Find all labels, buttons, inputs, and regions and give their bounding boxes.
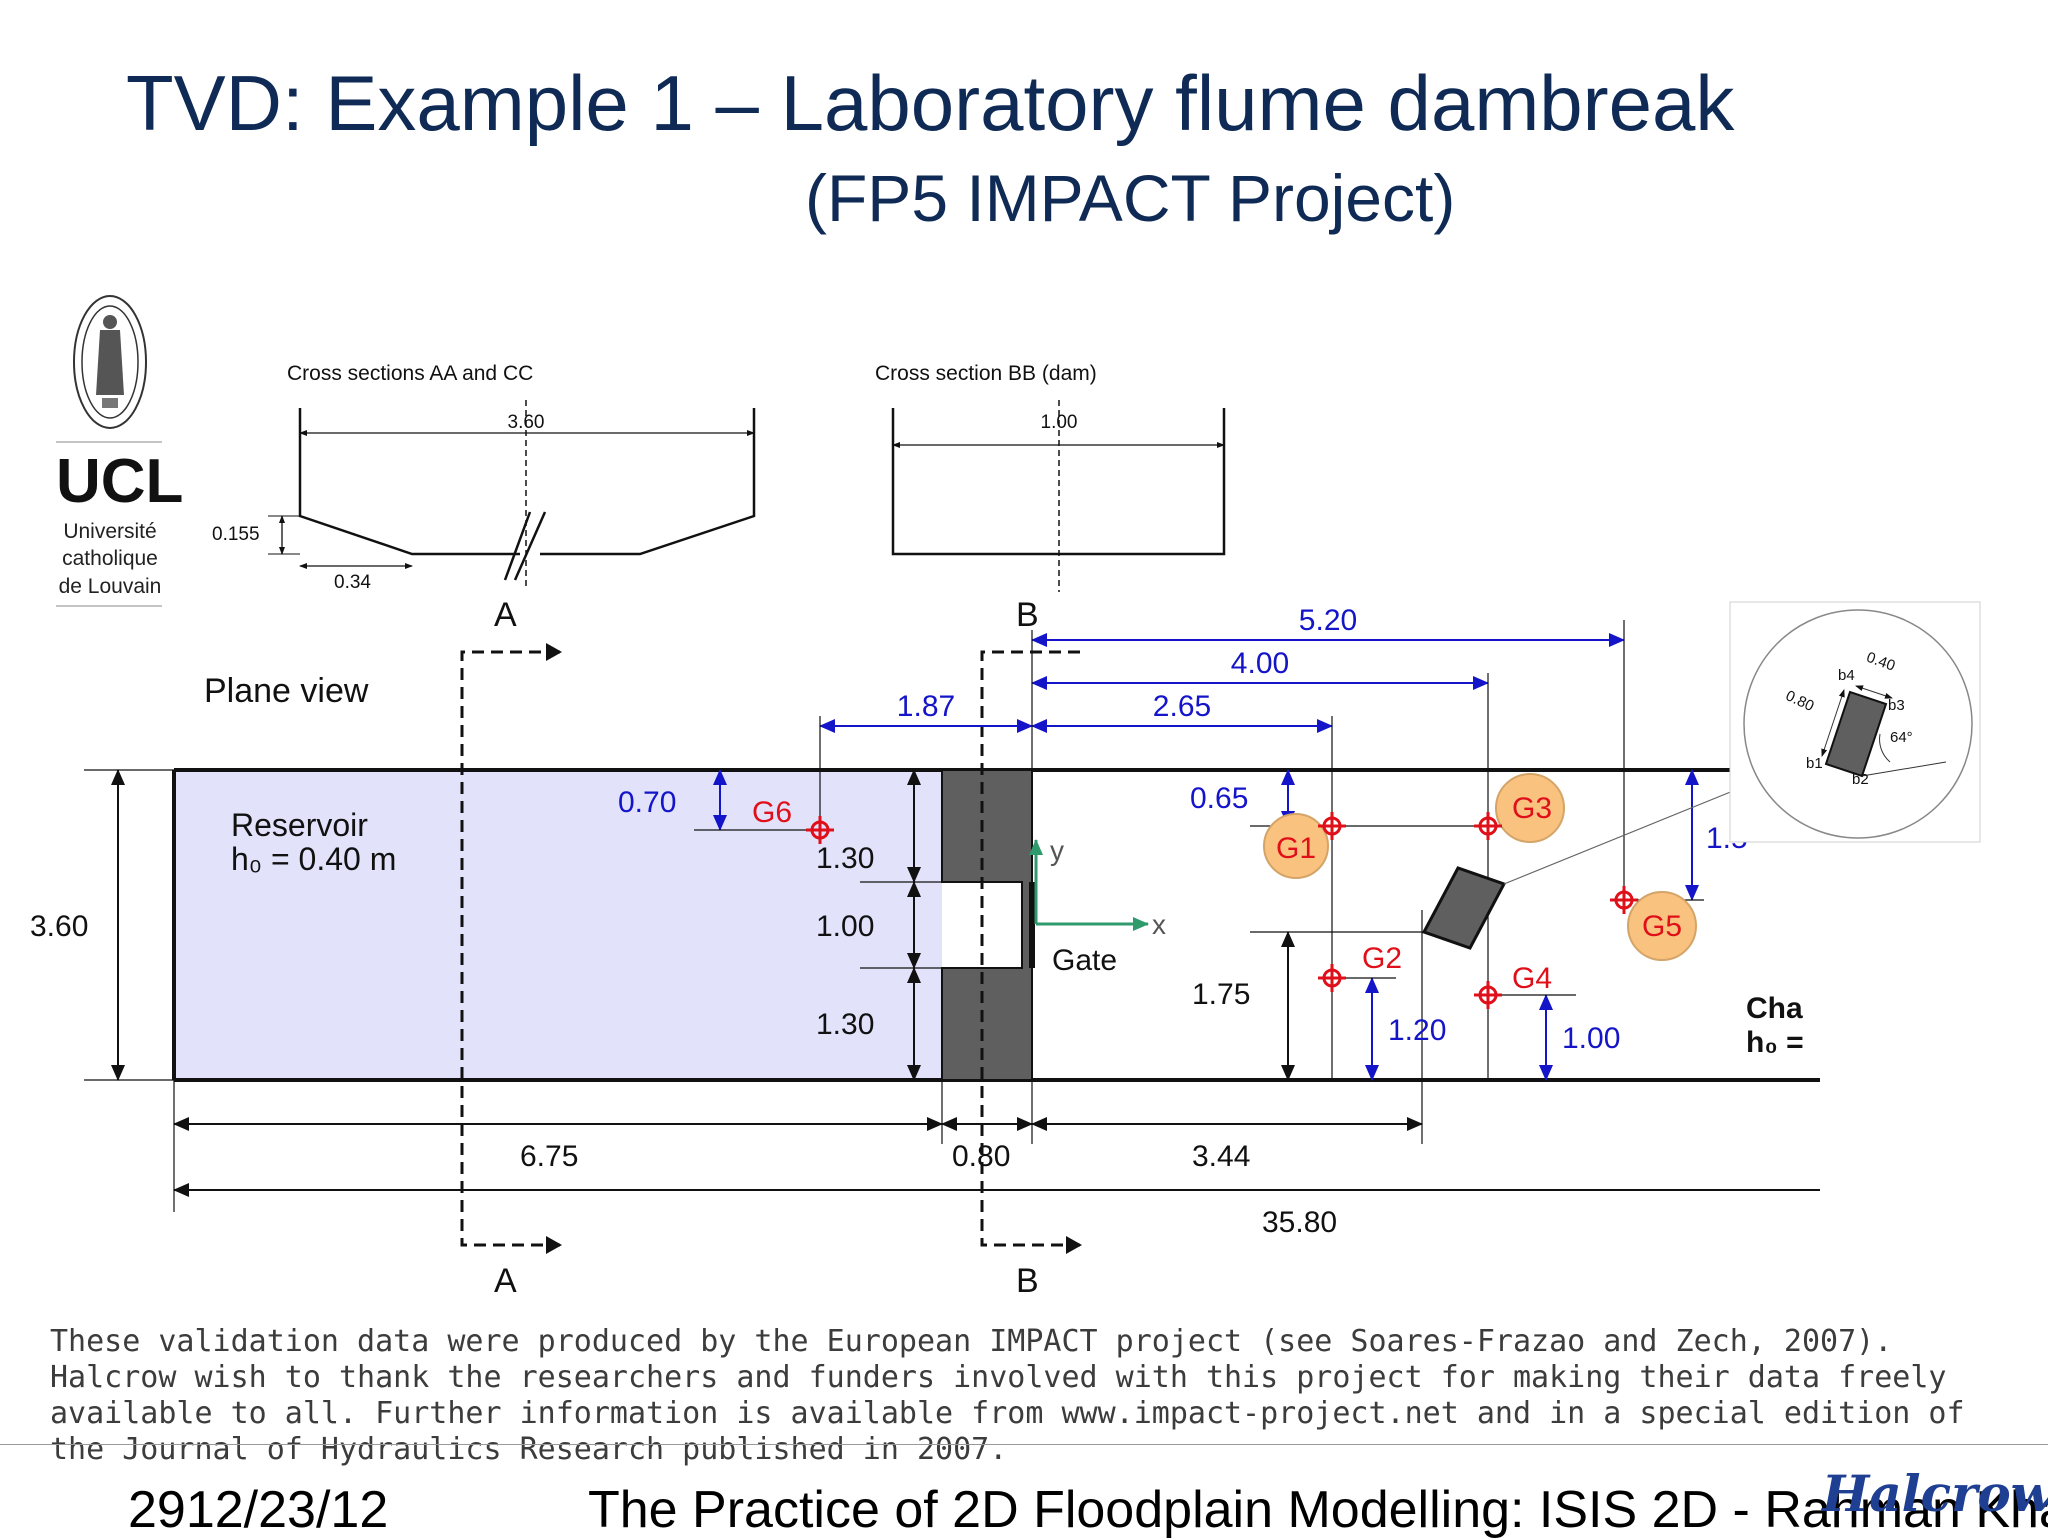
- cross-section-aa-bank: 0.34: [334, 572, 371, 593]
- gauge-g2: G2: [1318, 942, 1402, 992]
- offset-g6: 0.70: [618, 786, 676, 819]
- length-total: 35.80: [1262, 1206, 1337, 1239]
- flume-diagram: UCL Université catholique de Louvain Cro…: [30, 295, 1981, 1300]
- offset-g2: 1.20: [1388, 1014, 1446, 1047]
- section-b-bottom: B: [1016, 1262, 1039, 1300]
- building-detail-inset: b1 b2 b3 b4 0.40 0.80 64°: [1729, 601, 1981, 843]
- reservoir-depth: h₀ = 0.40 m: [231, 841, 396, 877]
- cross-section-aa-depth: 0.155: [212, 524, 260, 545]
- gauge-g6: G6: [752, 796, 834, 844]
- gauge-g2-label: G2: [1362, 942, 1402, 975]
- ucl-line-1: Université: [63, 520, 156, 543]
- gauge-g4-marker: [1474, 981, 1502, 1009]
- gate-label: Gate: [1052, 944, 1117, 977]
- length-dam: 0.80: [952, 1140, 1010, 1173]
- slide-title: TVD: Example 1 – Laboratory flume dambre…: [126, 59, 1735, 147]
- cross-section-bb: Cross section BB (dam) 1.00: [875, 362, 1226, 592]
- dim-g6: 1.87: [897, 690, 955, 723]
- inset-b3: b3: [1888, 697, 1905, 714]
- section-a-marker: A A: [460, 596, 562, 1300]
- cross-section-bb-title: Cross section BB (dam): [875, 362, 1097, 385]
- channel-label: Cha: [1746, 992, 1803, 1025]
- ucl-abbr: UCL: [56, 447, 183, 516]
- reservoir-area: [174, 770, 942, 1080]
- inset-b4: b4: [1838, 667, 1855, 684]
- dam-gap-top: 1.30: [816, 842, 874, 875]
- gauge-g1-label: G1: [1276, 832, 1316, 865]
- gauge-g3-label: G3: [1512, 792, 1552, 825]
- gauge-g6-label: G6: [752, 796, 792, 829]
- axis-y-label: y: [1050, 835, 1064, 866]
- section-b-top: B: [1016, 596, 1039, 634]
- ucl-seal-icon: [73, 295, 147, 429]
- footer-text: The Practice of 2D Floodplain Modelling:…: [588, 1481, 2048, 1539]
- cross-section-aa-width: 3.60: [508, 412, 545, 433]
- inset-b2: b2: [1852, 771, 1869, 788]
- coordinate-axes: x y: [1029, 835, 1166, 940]
- reservoir-label: Reservoir: [231, 807, 368, 843]
- gauge-g2-marker: [1318, 964, 1346, 992]
- gauge-g1-marker: [1318, 812, 1346, 840]
- credit-note: These validation data were produced by t…: [50, 1324, 1965, 1467]
- gauge-g4-label: G4: [1512, 962, 1552, 995]
- dim-g3-g4: 4.00: [1231, 647, 1289, 680]
- channel-depth: h₀ =: [1746, 1026, 1804, 1059]
- gauge-g4: G4: [1474, 962, 1552, 1009]
- building-obstacle: [1421, 866, 1507, 950]
- length-reservoir: 6.75: [520, 1140, 578, 1173]
- dam-gap-bot: 1.30: [816, 1008, 874, 1041]
- ucl-logo: UCL Université catholique de Louvain: [56, 295, 183, 607]
- gauge-g5-label: G5: [1642, 910, 1682, 943]
- inset-b1: b1: [1806, 755, 1823, 772]
- ucl-line-2: catholique: [62, 547, 158, 570]
- building-offset: 1.75: [1192, 978, 1250, 1011]
- cross-section-bb-width: 1.00: [1041, 412, 1078, 433]
- dam-structure: [941, 769, 1035, 1081]
- inset-angle: 64°: [1890, 729, 1913, 746]
- section-a-top: A: [494, 596, 517, 634]
- axis-x-label: x: [1152, 909, 1166, 940]
- gauge-g5: G5: [1610, 886, 1697, 961]
- section-b-marker: B B: [980, 596, 1082, 1300]
- slide-subtitle: (FP5 IMPACT Project): [805, 161, 1456, 235]
- plan-view-label: Plane view: [204, 672, 369, 710]
- gauge-g5-marker: [1610, 886, 1638, 914]
- flume-width: 3.60: [30, 910, 88, 943]
- gauge-distance-dims: 5.20 4.00 2.65 1.87: [819, 604, 1625, 1080]
- footer-date: 2912/23/12: [128, 1481, 389, 1539]
- dim-g1-g2: 2.65: [1153, 690, 1211, 723]
- offset-g4: 1.00: [1562, 1022, 1620, 1055]
- offset-g1: 0.65: [1190, 782, 1248, 815]
- ucl-line-3: de Louvain: [59, 575, 162, 598]
- gauge-g1: G1: [1263, 812, 1346, 879]
- gauge-g6-marker: [806, 816, 834, 844]
- dam-gap-mid: 1.00: [816, 910, 874, 943]
- gauge-g3-marker: [1474, 812, 1502, 840]
- halcrow-logo: Halcrow: [1822, 1464, 2048, 1523]
- section-a-bottom: A: [494, 1262, 517, 1300]
- gauge-offset-dims: 0.70 0.65 1.20 1.00 1.5 1.75: [618, 769, 1748, 1081]
- length-building: 3.44: [1192, 1140, 1250, 1173]
- footer-divider: [0, 1444, 2048, 1445]
- cross-section-aa-title: Cross sections AA and CC: [287, 362, 533, 385]
- dim-g5: 5.20: [1299, 604, 1357, 637]
- cross-section-aa: Cross sections AA and CC 3.60 0.155 0.34: [212, 362, 756, 593]
- gauge-g3: G3: [1474, 773, 1565, 843]
